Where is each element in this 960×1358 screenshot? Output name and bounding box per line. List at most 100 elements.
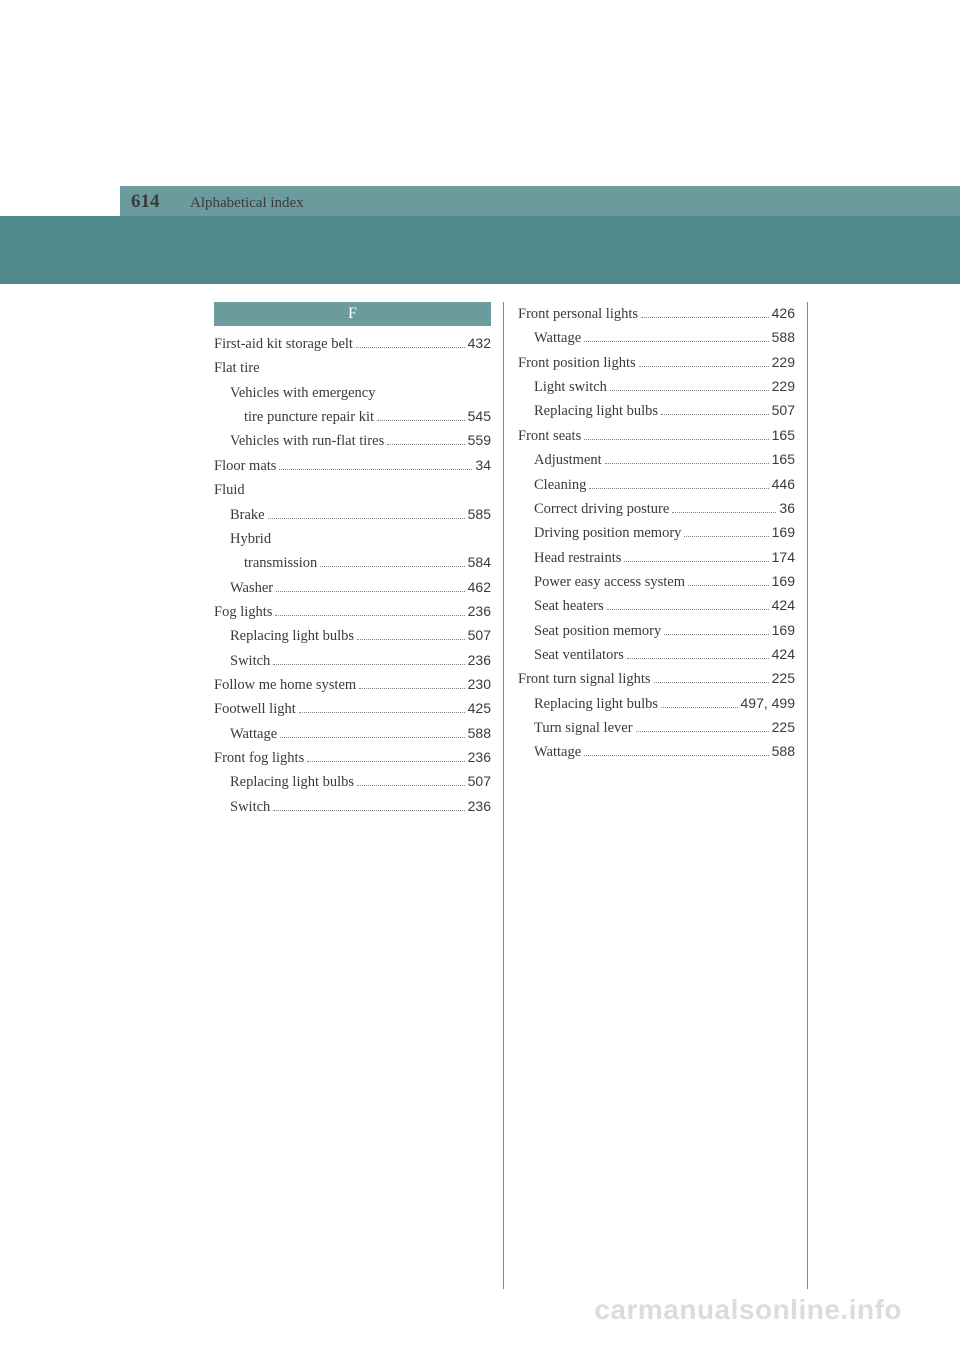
index-entry-label: Correct driving posture <box>534 497 669 521</box>
index-entry-dots <box>584 439 768 440</box>
index-entry-page: 230 <box>468 673 491 697</box>
index-entry-label: Wattage <box>534 740 581 764</box>
index-entry-page: 446 <box>772 473 795 497</box>
index-entry-dots <box>279 469 472 470</box>
index-entry: Head restraints 174 <box>518 546 795 570</box>
index-entry-label: Driving position memory <box>534 521 681 545</box>
index-entry-label: Seat heaters <box>534 594 604 618</box>
index-entry-label: Replacing light bulbs <box>534 692 658 716</box>
index-entry-label: Wattage <box>230 722 277 746</box>
index-entry: Driving position memory 169 <box>518 521 795 545</box>
index-entry-label: Replacing light bulbs <box>230 770 354 794</box>
index-entry-page: 236 <box>468 649 491 673</box>
watermark: carmanualsonline.info <box>594 1294 902 1326</box>
index-entry-label: Head restraints <box>534 546 621 570</box>
index-entry: Front turn signal lights 225 <box>518 667 795 691</box>
index-entry-dots <box>624 561 768 562</box>
index-entry-page: 229 <box>772 351 795 375</box>
index-entry: First-aid kit storage belt432 <box>214 332 491 356</box>
index-entry-label: Switch <box>230 795 270 819</box>
index-entry-page: 236 <box>468 746 491 770</box>
index-entry-page: 588 <box>468 722 491 746</box>
index-entry-page: 165 <box>772 448 795 472</box>
index-entry-label: Front seats <box>518 424 581 448</box>
index-entry-page: 425 <box>468 697 491 721</box>
index-entry-page: 507 <box>468 624 491 648</box>
index-entry-dots <box>320 566 464 567</box>
index-entry-label: Seat ventilators <box>534 643 624 667</box>
index-entry: Follow me home system 230 <box>214 673 491 697</box>
index-entry-dots <box>589 488 768 489</box>
index-entry-label: Fog lights <box>214 600 272 624</box>
index-entry-dots <box>688 585 769 586</box>
index-entry: Flat tire <box>214 356 491 380</box>
index-entry-label: Brake <box>230 503 265 527</box>
index-entry: Switch236 <box>214 649 491 673</box>
index-entry-dots <box>664 634 768 635</box>
index-entry-dots <box>377 420 465 421</box>
index-entry-dots <box>357 785 465 786</box>
index-entry-label: Follow me home system <box>214 673 356 697</box>
index-entry-dots <box>299 712 465 713</box>
index-entry-page: 174 <box>772 546 795 570</box>
index-entry: Correct driving posture36 <box>518 497 795 521</box>
index-entry-page: 507 <box>772 399 795 423</box>
index-entry: Floor mats34 <box>214 454 491 478</box>
index-entry: Front personal lights426 <box>518 302 795 326</box>
index-entry-label: Seat position memory <box>534 619 661 643</box>
index-entry-page: 559 <box>468 429 491 453</box>
index-entry-label: Light switch <box>534 375 607 399</box>
index-entry-label: Cleaning <box>534 473 586 497</box>
index-entry: Wattage 588 <box>518 326 795 350</box>
index-entry-dots <box>684 536 768 537</box>
index-entry-dots <box>610 390 769 391</box>
index-entry-page: 585 <box>468 503 491 527</box>
index-entry-dots <box>357 639 465 640</box>
index-entry-label: Washer <box>230 576 273 600</box>
page-number: 614 <box>131 191 160 213</box>
index-entry-label: Vehicles with run-flat tires <box>230 429 384 453</box>
index-entry-dots <box>356 347 465 348</box>
index-entry-label: Footwell light <box>214 697 296 721</box>
index-entry-page: 588 <box>772 740 795 764</box>
index-entry-label: Power easy access system <box>534 570 685 594</box>
section-title: Alphabetical index <box>190 195 304 212</box>
index-entry: tire puncture repair kit545 <box>214 405 491 429</box>
index-entry: Power easy access system169 <box>518 570 795 594</box>
index-entry: Brake 585 <box>214 503 491 527</box>
index-entry-label: Replacing light bulbs <box>230 624 354 648</box>
index-entry-label: Front turn signal lights <box>518 667 651 691</box>
index-entry-dots <box>661 414 769 415</box>
index-entry-label: Vehicles with emergency <box>230 381 376 405</box>
index-entry-label: First-aid kit storage belt <box>214 332 353 356</box>
index-entry: Footwell light 425 <box>214 697 491 721</box>
index-entry-label: Floor mats <box>214 454 276 478</box>
index-entry: Replacing light bulbs 507 <box>214 624 491 648</box>
index-entry: Front seats 165 <box>518 424 795 448</box>
index-entry: Turn signal lever225 <box>518 716 795 740</box>
index-entry-dots <box>268 518 465 519</box>
index-entry-dots <box>654 682 769 683</box>
index-entry-page: 507 <box>468 770 491 794</box>
index-entry-page: 588 <box>772 326 795 350</box>
index-entry-page: 545 <box>468 405 491 429</box>
index-entry: transmission584 <box>214 551 491 575</box>
index-entry: Seat heaters424 <box>518 594 795 618</box>
index-entry-dots <box>627 658 769 659</box>
index-entry-page: 165 <box>772 424 795 448</box>
index-entry-dots <box>672 512 776 513</box>
index-entry: Switch236 <box>214 795 491 819</box>
index-entry-page: 225 <box>772 716 795 740</box>
index-entry: Seat position memory169 <box>518 619 795 643</box>
index-entry: Front position lights229 <box>518 351 795 375</box>
index-entry-label: Fluid <box>214 478 245 502</box>
index-entry-label: Adjustment <box>534 448 602 472</box>
index-entry: Fluid <box>214 478 491 502</box>
header-white-block <box>0 186 120 216</box>
index-entry-label: Wattage <box>534 326 581 350</box>
index-entry-dots <box>280 737 465 738</box>
index-entry-page: 225 <box>772 667 795 691</box>
index-entry-page: 169 <box>772 521 795 545</box>
index-column-2: Front personal lights426Wattage588Front … <box>518 302 808 1289</box>
index-entry-page: 497, 499 <box>741 692 796 716</box>
